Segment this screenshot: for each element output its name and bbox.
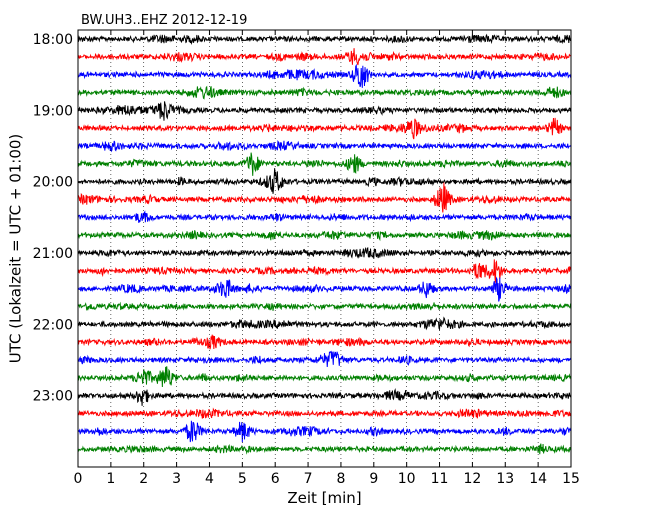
trace-group	[77, 33, 572, 455]
x-tick-label-2: 2	[139, 471, 148, 487]
trace-row-2045	[77, 230, 572, 242]
trace-row-2230	[77, 350, 572, 367]
x-tick-label-15: 15	[562, 471, 580, 487]
x-tick-label-13: 13	[496, 471, 514, 487]
trace-row-2145	[77, 301, 572, 312]
y-tick-label-2300: 23:00	[33, 389, 73, 405]
trace-row-2130	[77, 276, 572, 302]
trace-row-2030	[77, 210, 572, 223]
chart-title: BW.UH3..EHZ 2012-12-19	[81, 13, 247, 28]
trace-row-1815	[77, 48, 572, 66]
x-tick-label-4: 4	[205, 471, 214, 487]
x-tick-label-3: 3	[172, 471, 181, 487]
trace-row-2000	[77, 168, 572, 194]
x-tick-label-1: 1	[106, 471, 115, 487]
trace-row-1800	[77, 33, 572, 45]
y-tick-label-1800: 18:00	[33, 32, 73, 48]
x-tick-label-6: 6	[271, 471, 280, 487]
x-tick-label-12: 12	[463, 471, 481, 487]
y-tick-group: 18:00 19:00 20:00 21:00 22:00 23:00	[33, 32, 571, 405]
trace-row-2015	[77, 182, 572, 213]
grid-lines	[110, 30, 539, 467]
trace-row-1845	[77, 85, 572, 100]
y-tick-label-2000: 20:00	[33, 175, 73, 191]
y-tick-label-2100: 21:00	[33, 246, 73, 262]
trace-row-1900	[77, 101, 572, 121]
x-tick-group: 0 1 2 3 4 5 6 7 8 9 10 11 12 13 14 15	[74, 30, 580, 487]
x-tick-label-14: 14	[529, 471, 547, 487]
trace-row-2330	[77, 420, 572, 443]
x-tick-label-11: 11	[431, 471, 449, 487]
trace-row-2200	[77, 316, 572, 332]
x-tick-label-0: 0	[74, 471, 83, 487]
trace-row-2215	[77, 334, 572, 350]
trace-row-2115	[77, 259, 572, 283]
y-tick-label-1900: 19:00	[33, 103, 73, 119]
trace-row-2100	[77, 246, 572, 259]
x-tick-label-9: 9	[369, 471, 378, 487]
trace-row-2245	[77, 366, 572, 388]
trace-row-2345	[77, 443, 572, 455]
y-tick-label-2200: 22:00	[33, 317, 73, 333]
x-tick-label-10: 10	[398, 471, 416, 487]
trace-row-1830	[77, 63, 572, 88]
x-axis-label: Zeit [min]	[287, 489, 361, 507]
trace-row-2315	[77, 407, 572, 419]
x-tick-label-5: 5	[238, 471, 247, 487]
x-tick-label-7: 7	[304, 471, 313, 487]
trace-row-2300	[77, 387, 572, 406]
trace-row-1915	[77, 117, 572, 140]
x-tick-label-8: 8	[336, 471, 345, 487]
y-axis-label: UTC (Lokalzeit = UTC + 01:00)	[7, 134, 25, 364]
trace-row-1945	[77, 152, 572, 176]
plot-frame	[77, 29, 572, 468]
trace-row-1930	[77, 139, 572, 153]
